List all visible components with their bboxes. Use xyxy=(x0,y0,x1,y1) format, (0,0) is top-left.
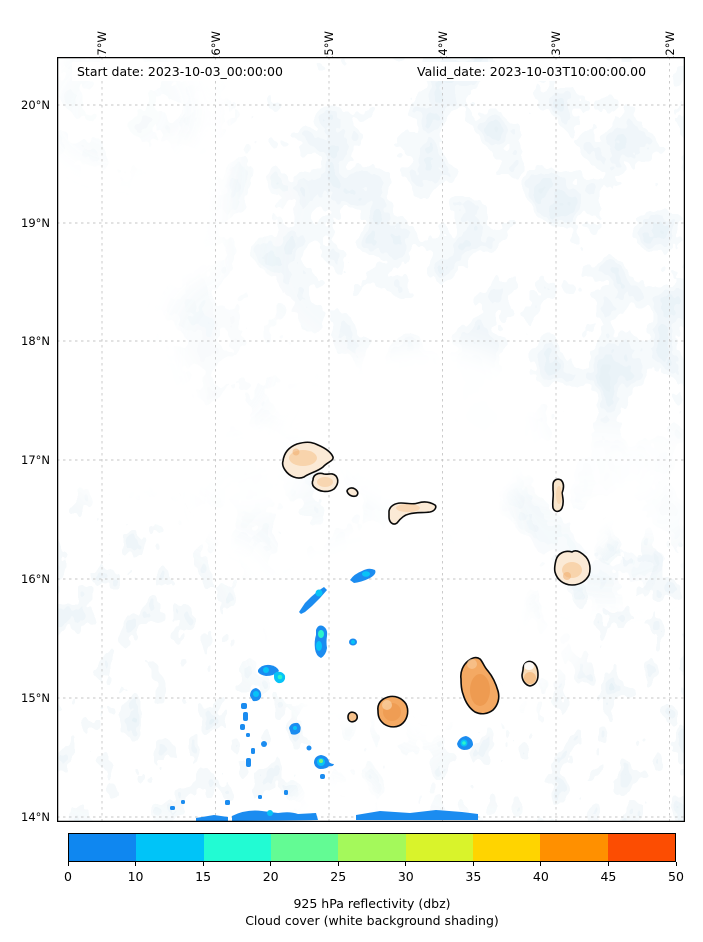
cloud-clearings xyxy=(57,135,685,733)
gridlines xyxy=(57,57,685,822)
colorbar-tick-labels: 0 10 15 20 25 30 35 40 45 50 xyxy=(64,869,684,885)
island-east-north xyxy=(551,478,565,513)
colorbar-tickmark xyxy=(540,862,542,866)
colorbar-tick-value: 50 xyxy=(668,869,684,884)
island-terrain-shading xyxy=(289,448,582,721)
colorbar-tick-value: 25 xyxy=(330,869,347,884)
lon-tick-label: 23°W xyxy=(548,31,563,63)
colorbar xyxy=(68,833,676,862)
cloud-shading-south xyxy=(57,470,685,822)
island-elongated-central xyxy=(388,501,437,525)
colorbar-segment xyxy=(270,834,339,861)
colorbar-segment xyxy=(405,834,473,861)
colorbar-tickmark xyxy=(405,862,407,866)
colorbar-segment xyxy=(540,834,608,861)
lon-tick-label: 24°W xyxy=(435,31,450,63)
lon-tick-label: 26°W xyxy=(208,31,223,63)
island-southwest-tiny xyxy=(347,711,359,723)
colorbar-tick-value: 30 xyxy=(397,869,414,884)
colorbar-tickmark xyxy=(135,862,137,866)
colorbar-tickmark xyxy=(472,862,474,866)
lon-tick-label: 25°W xyxy=(321,31,336,63)
map-plot xyxy=(57,57,685,822)
colorbar-tickmark xyxy=(675,862,677,866)
lat-tick-label: 16°N xyxy=(21,572,50,586)
start-date-label: Start date: 2023-10-03_00:00:00 xyxy=(72,62,288,81)
lat-tick-label: 15°N xyxy=(21,691,50,705)
colorbar-caption-line2: Cloud cover (white background shading) xyxy=(245,913,499,928)
colorbar-tick-value: 10 xyxy=(127,869,144,884)
colorbar-segment xyxy=(69,834,137,861)
lat-tick-label: 17°N xyxy=(21,453,50,467)
colorbar-segment xyxy=(136,834,204,861)
lat-tick-label: 19°N xyxy=(21,216,50,230)
colorbar-segment xyxy=(338,834,406,861)
lon-tick-label: 27°W xyxy=(94,31,109,63)
colorbar-tickmark xyxy=(67,862,69,866)
colorbar-tickmark xyxy=(337,862,339,866)
valid-date-label: Valid_date: 2023-10-03T10:00:00.00 xyxy=(412,62,652,81)
lon-tick-label: 22°W xyxy=(662,31,677,63)
colorbar-tick-value: 40 xyxy=(532,869,549,884)
colorbar-tickmark xyxy=(202,862,204,866)
island-small-islet xyxy=(346,487,359,498)
lat-tick-label: 20°N xyxy=(21,98,50,112)
colorbar-segment xyxy=(607,834,675,861)
colorbar-tick-value: 15 xyxy=(195,869,212,884)
reflectivity-patches xyxy=(170,568,478,821)
lat-tick-label: 14°N xyxy=(21,810,50,824)
lat-tick-label: 18°N xyxy=(21,334,50,348)
colorbar-tick-value: 45 xyxy=(600,869,617,884)
colorbar-tick-value: 0 xyxy=(64,869,72,884)
colorbar-tickmark xyxy=(607,862,609,866)
colorbar-tickmarks xyxy=(67,862,677,867)
colorbar-segment xyxy=(203,834,271,861)
map-area xyxy=(57,57,685,822)
map-border xyxy=(57,57,685,822)
colorbar-caption-line1: 925 hPa reflectivity (dbz) xyxy=(293,896,451,911)
colorbar-tick-value: 20 xyxy=(262,869,279,884)
cloud-shading-dense xyxy=(57,57,685,600)
colorbar-tick-value: 35 xyxy=(465,869,482,884)
colorbar-tickmark xyxy=(270,862,272,866)
colorbar-segment xyxy=(472,834,541,861)
